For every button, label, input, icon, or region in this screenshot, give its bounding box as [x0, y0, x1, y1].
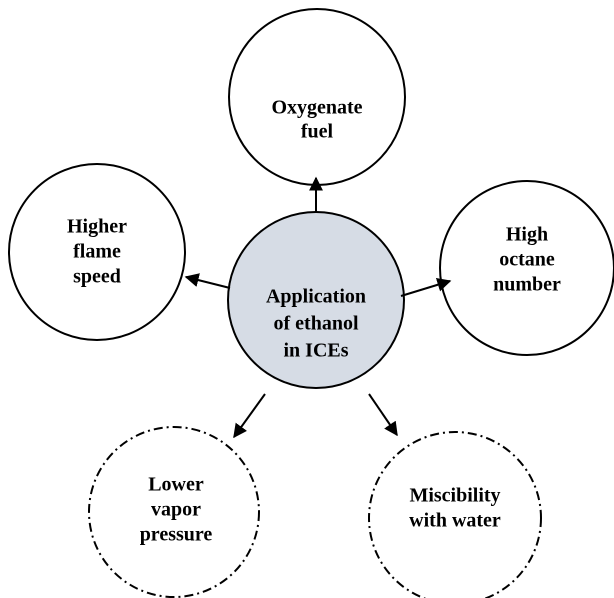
arrow — [184, 273, 231, 289]
node-circle — [368, 431, 542, 598]
node-circle — [8, 163, 186, 341]
node-label: fuel — [301, 121, 334, 143]
node-label: Miscibility — [409, 485, 500, 507]
node-label: number — [493, 274, 561, 296]
node-label: speed — [73, 266, 121, 288]
node-label: octane — [499, 249, 555, 271]
node-label: Lower — [148, 474, 204, 496]
arrow — [233, 393, 266, 439]
center-label: in ICEs — [283, 340, 348, 362]
node-label: vapor — [151, 499, 201, 521]
node-label: pressure — [140, 524, 213, 546]
arrow — [368, 393, 398, 437]
node-label: Higher — [67, 216, 127, 238]
node-circle — [88, 426, 260, 598]
node-label: with water — [409, 510, 501, 532]
node-label: flame — [73, 241, 121, 263]
node-label: Oxygenate — [271, 97, 362, 119]
arrow — [400, 277, 452, 297]
center-label: of ethanol — [274, 313, 359, 335]
node-circle — [439, 180, 614, 356]
node-label: High — [506, 224, 548, 246]
center-label: Application — [266, 286, 366, 308]
